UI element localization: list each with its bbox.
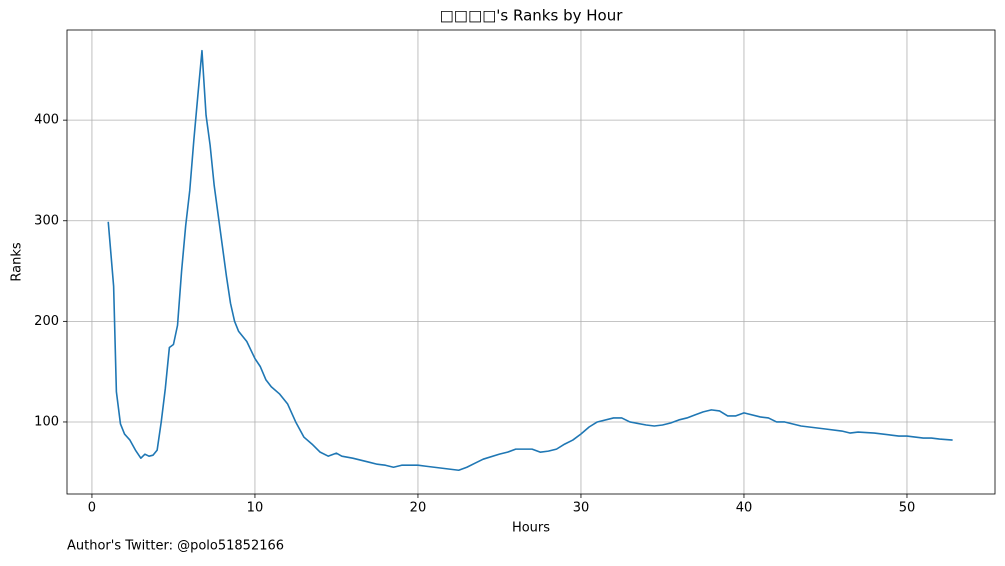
x-tick-label: 30 bbox=[573, 501, 590, 516]
footer-note: Author's Twitter: @polo51852166 bbox=[67, 539, 284, 554]
chart-title: □□□□'s Ranks by Hour bbox=[440, 7, 624, 25]
y-tick-label: 400 bbox=[34, 113, 59, 128]
y-axis-label: Ranks bbox=[10, 242, 25, 281]
x-tick-label: 50 bbox=[899, 501, 916, 516]
x-tick-label: 0 bbox=[88, 501, 96, 516]
x-tick-label: 10 bbox=[247, 501, 264, 516]
x-tick-label: 40 bbox=[736, 501, 753, 516]
y-tick-label: 200 bbox=[34, 314, 59, 329]
plot-frame bbox=[66, 29, 996, 495]
data-line bbox=[107, 49, 953, 472]
y-tick-label: 100 bbox=[34, 414, 59, 429]
x-axis-label: Hours bbox=[512, 521, 550, 536]
y-tick-label: 300 bbox=[34, 213, 59, 228]
x-tick-label: 20 bbox=[410, 501, 427, 516]
